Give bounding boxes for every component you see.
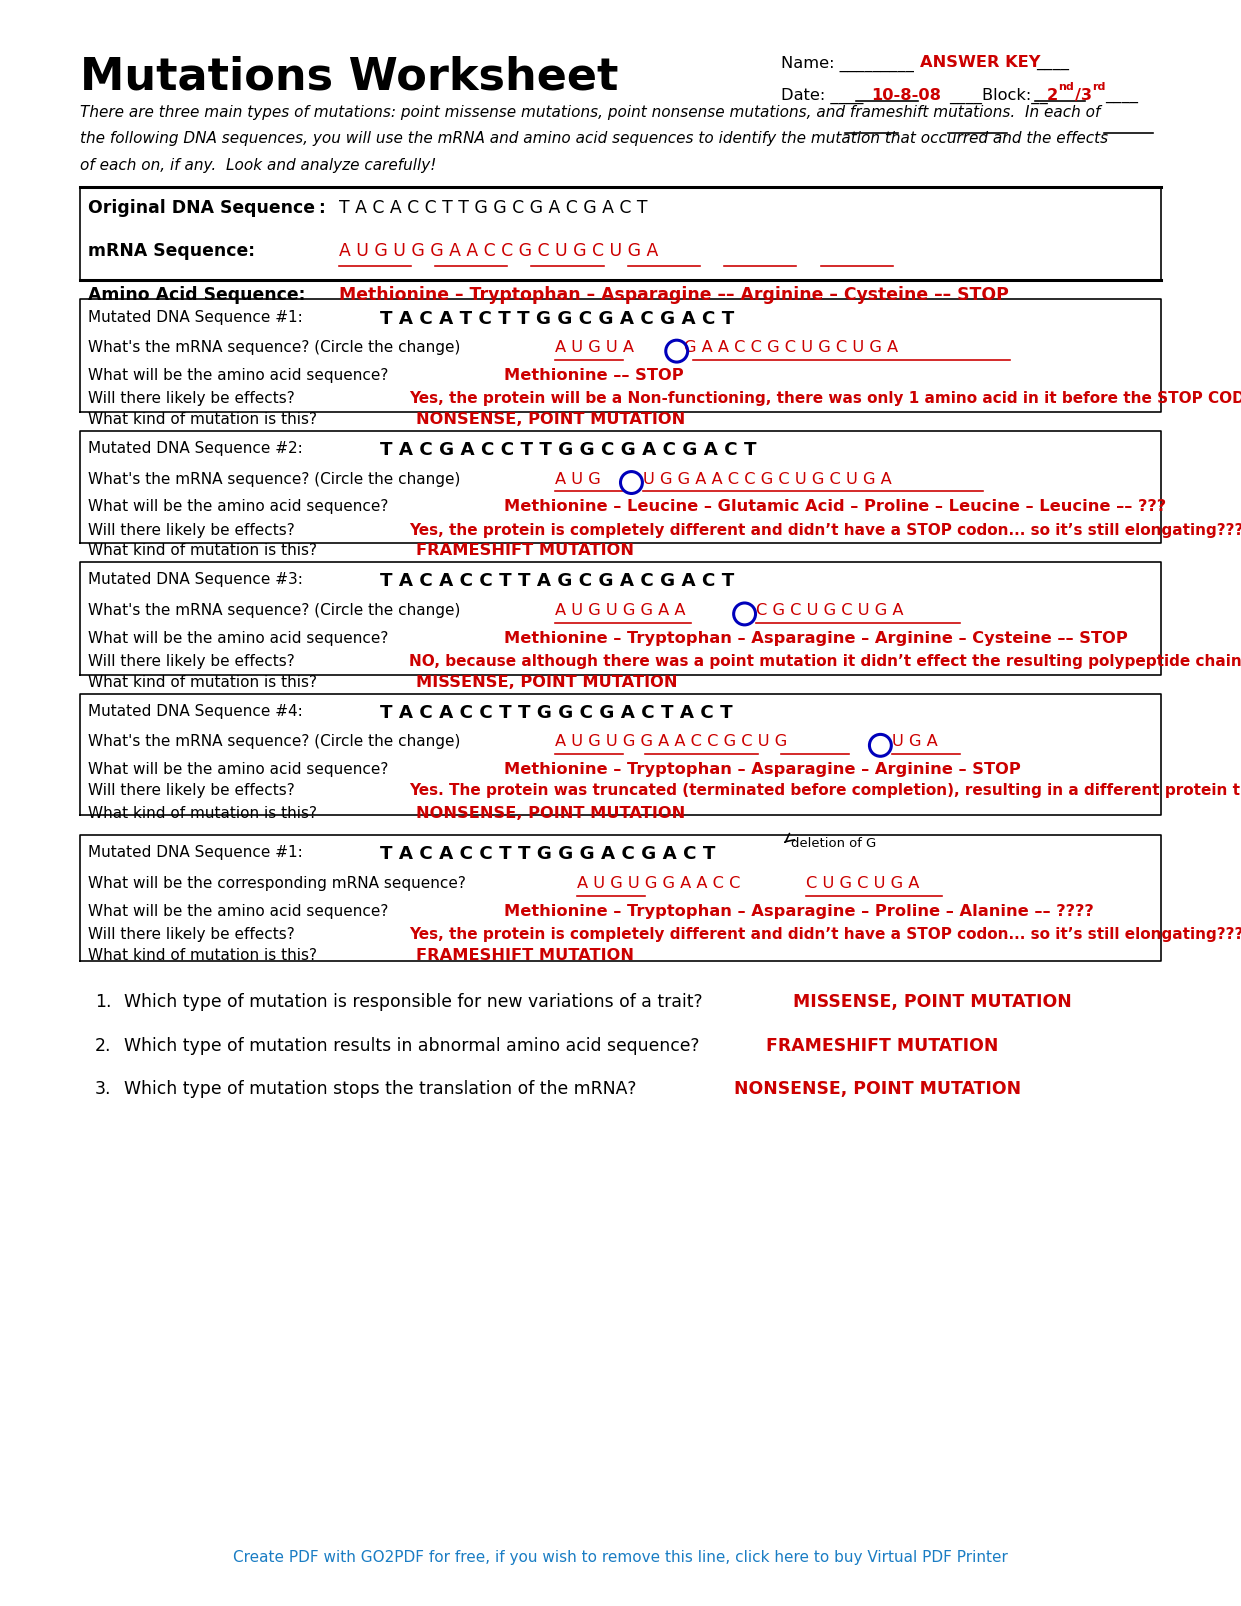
Text: Mutated DNA Sequence #1:: Mutated DNA Sequence #1: <box>88 845 303 861</box>
Text: Mutations Worksheet: Mutations Worksheet <box>81 56 619 98</box>
Text: ____: ____ <box>1106 88 1138 103</box>
Text: FRAMESHIFT MUTATION: FRAMESHIFT MUTATION <box>416 543 634 559</box>
Text: FRAMESHIFT MUTATION: FRAMESHIFT MUTATION <box>416 948 634 962</box>
Text: Mutated DNA Sequence #4:: Mutated DNA Sequence #4: <box>88 703 303 719</box>
Text: FRAMESHIFT MUTATION: FRAMESHIFT MUTATION <box>767 1036 999 1055</box>
Text: Will there likely be effects?: Will there likely be effects? <box>88 392 294 406</box>
Text: Amino Acid Sequence:: Amino Acid Sequence: <box>88 286 305 304</box>
Text: What will be the amino acid sequence?: What will be the amino acid sequence? <box>88 763 388 777</box>
Text: There are three main types of mutations: point missense mutations, point nonsens: There are three main types of mutations:… <box>81 104 1101 120</box>
Text: T A C A C C T T A G C G A C G A C T: T A C A C C T T A G C G A C G A C T <box>380 572 733 591</box>
Text: A U G U G G A A C C G C U G: A U G U G G A A C C G C U G <box>555 734 787 750</box>
Text: T A C A C C T T G G G A C G A C T: T A C A C C T T G G G A C G A C T <box>380 845 715 864</box>
Text: ____Block:__: ____Block:__ <box>949 88 1047 104</box>
Text: Mutated DNA Sequence #2:: Mutated DNA Sequence #2: <box>88 442 303 456</box>
Text: What kind of mutation is this?: What kind of mutation is this? <box>88 806 316 821</box>
Text: What will be the amino acid sequence?: What will be the amino acid sequence? <box>88 904 388 919</box>
Text: Yes. The protein was truncated (terminated before completion), resulting in a di: Yes. The protein was truncated (terminat… <box>408 782 1241 798</box>
Text: ____: ____ <box>1036 56 1070 71</box>
Text: Create PDF with GO2PDF for free, if you wish to remove this line, click here to : Create PDF with GO2PDF for free, if you … <box>233 1550 1008 1566</box>
Text: mRNA Sequence:: mRNA Sequence: <box>88 243 254 260</box>
Text: Date: ____: Date: ____ <box>781 88 864 104</box>
Text: U G A: U G A <box>892 734 938 750</box>
Text: Methionine – Leucine – Glutamic Acid – Proline – Leucine – Leucine –– ???: Methionine – Leucine – Glutamic Acid – P… <box>504 499 1165 514</box>
Text: What will be the corresponding mRNA sequence?: What will be the corresponding mRNA sequ… <box>88 875 465 891</box>
Text: NONSENSE, POINT MUTATION: NONSENSE, POINT MUTATION <box>416 411 685 427</box>
Text: C G C U G C U G A: C G C U G C U G A <box>756 602 903 618</box>
Text: Yes, the protein is completely different and didn’t have a STOP codon... so it’s: Yes, the protein is completely different… <box>408 927 1241 943</box>
Text: nd: nd <box>1059 82 1075 92</box>
Text: 2.: 2. <box>94 1036 112 1055</box>
Text: What will be the amino acid sequence?: What will be the amino acid sequence? <box>88 631 388 646</box>
Text: 10-8-08: 10-8-08 <box>871 88 942 103</box>
Text: What's the mRNA sequence? (Circle the change): What's the mRNA sequence? (Circle the ch… <box>88 340 460 355</box>
Text: Which type of mutation results in abnormal amino acid sequence?: Which type of mutation results in abnorm… <box>124 1036 700 1055</box>
Text: What's the mRNA sequence? (Circle the change): What's the mRNA sequence? (Circle the ch… <box>88 734 460 750</box>
Text: Yes, the protein will be a Non-functioning, there was only 1 amino acid in it be: Yes, the protein will be a Non-functioni… <box>408 392 1241 406</box>
Text: A U G U G G A A C C: A U G U G G A A C C <box>577 875 740 891</box>
Text: Will there likely be effects?: Will there likely be effects? <box>88 782 294 798</box>
Text: Methionine – Tryptophan – Asparagine – Arginine – STOP: Methionine – Tryptophan – Asparagine – A… <box>504 763 1020 777</box>
Text: What kind of mutation is this?: What kind of mutation is this? <box>88 411 316 427</box>
Text: Will there likely be effects?: Will there likely be effects? <box>88 522 294 538</box>
Text: Mutated DNA Sequence #1:: Mutated DNA Sequence #1: <box>88 310 303 324</box>
Text: of each on, if any.  Look and analyze carefully!: of each on, if any. Look and analyze car… <box>81 157 437 173</box>
Text: 1.: 1. <box>94 993 112 1010</box>
Text: T A C A C C T T G G C G A C G A C T: T A C A C C T T G G C G A C G A C T <box>339 199 648 217</box>
Text: Methionine – Tryptophan – Asparagine –– Arginine – Cysteine –– STOP: Methionine – Tryptophan – Asparagine –– … <box>339 286 1009 304</box>
Text: Mutated DNA Sequence #3:: Mutated DNA Sequence #3: <box>88 572 303 588</box>
Text: the following DNA sequences, you will use the mRNA and amino acid sequences to i: the following DNA sequences, you will us… <box>81 132 1108 146</box>
Text: Will there likely be effects?: Will there likely be effects? <box>88 654 294 670</box>
Text: rd: rd <box>1092 82 1106 92</box>
Text: Will there likely be effects?: Will there likely be effects? <box>88 927 294 943</box>
Text: U G G A A C C G C U G C U G A: U G G A A C C G C U G C U G A <box>643 472 892 487</box>
Text: NO, because although there was a point mutation it didn’t effect the resulting p: NO, because although there was a point m… <box>408 654 1241 670</box>
Text: A U G U A: A U G U A <box>555 340 634 355</box>
Text: NONSENSE, POINT MUTATION: NONSENSE, POINT MUTATION <box>416 806 685 821</box>
Text: T A C A T C T T G G C G A C G A C T: T A C A T C T T G G C G A C G A C T <box>380 310 733 328</box>
Text: Original DNA Sequence: Original DNA Sequence <box>88 199 315 217</box>
Text: A U G U G G A A C C G C U G C U G A: A U G U G G A A C C G C U G C U G A <box>339 243 658 260</box>
Text: :: : <box>318 199 325 217</box>
Text: 2: 2 <box>1047 88 1059 103</box>
Text: G A A C C G C U G C U G A: G A A C C G C U G C U G A <box>684 340 897 355</box>
Text: What will be the amino acid sequence?: What will be the amino acid sequence? <box>88 368 388 382</box>
Text: 3.: 3. <box>94 1081 112 1099</box>
Text: T A C G A C C T T G G C G A C G A C T: T A C G A C C T T G G C G A C G A C T <box>380 442 756 459</box>
Text: A U G U G G A A: A U G U G G A A <box>555 602 685 618</box>
Text: What kind of mutation is this?: What kind of mutation is this? <box>88 543 316 559</box>
Text: What's the mRNA sequence? (Circle the change): What's the mRNA sequence? (Circle the ch… <box>88 602 460 618</box>
Text: NONSENSE, POINT MUTATION: NONSENSE, POINT MUTATION <box>735 1081 1021 1099</box>
Text: Which type of mutation is responsible for new variations of a trait?: Which type of mutation is responsible fo… <box>124 993 702 1010</box>
Text: C U G C U G A: C U G C U G A <box>805 875 920 891</box>
Text: MISSENSE, POINT MUTATION: MISSENSE, POINT MUTATION <box>793 993 1071 1010</box>
Text: Methionine – Tryptophan – Asparagine – Arginine – Cysteine –– STOP: Methionine – Tryptophan – Asparagine – A… <box>504 631 1128 646</box>
Text: T A C A C C T T G G C G A C T A C T: T A C A C C T T G G C G A C T A C T <box>380 703 732 721</box>
Text: Methionine – Tryptophan – Asparagine – Proline – Alanine –– ????: Methionine – Tryptophan – Asparagine – P… <box>504 904 1093 919</box>
Text: MISSENSE, POINT MUTATION: MISSENSE, POINT MUTATION <box>416 675 678 689</box>
Text: A U G: A U G <box>555 472 601 487</box>
Text: What kind of mutation is this?: What kind of mutation is this? <box>88 948 316 962</box>
Text: What kind of mutation is this?: What kind of mutation is this? <box>88 675 316 689</box>
Text: Which type of mutation stops the translation of the mRNA?: Which type of mutation stops the transla… <box>124 1081 637 1099</box>
Text: Name: _________: Name: _________ <box>781 56 913 72</box>
Text: deletion of G: deletion of G <box>792 837 876 850</box>
Text: What will be the amino acid sequence?: What will be the amino acid sequence? <box>88 499 388 514</box>
Text: What's the mRNA sequence? (Circle the change): What's the mRNA sequence? (Circle the ch… <box>88 472 460 487</box>
Text: ANSWER KEY: ANSWER KEY <box>920 56 1040 71</box>
Text: Methionine –– STOP: Methionine –– STOP <box>504 368 684 382</box>
Text: Yes, the protein is completely different and didn’t have a STOP codon... so it’s: Yes, the protein is completely different… <box>408 522 1241 538</box>
Text: /3: /3 <box>1075 88 1092 103</box>
